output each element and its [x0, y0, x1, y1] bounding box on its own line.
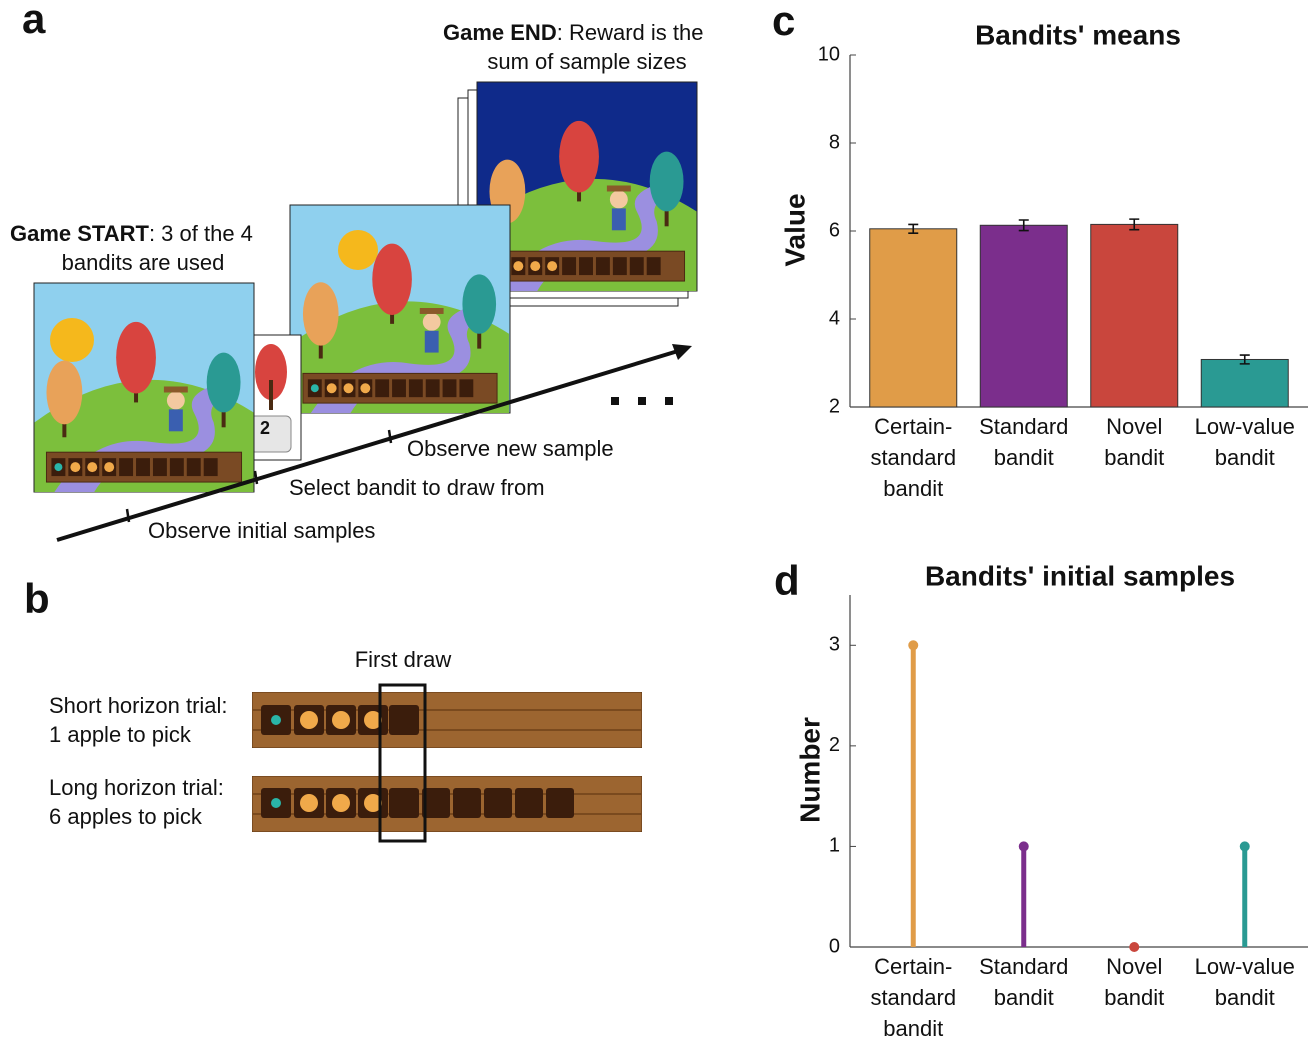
game-end-caption: Game END: Reward is the: [443, 20, 703, 45]
y-axis-label: Number: [794, 717, 825, 823]
x-tick-label: bandit: [994, 985, 1054, 1010]
x-tick-label: Novel: [1106, 414, 1162, 439]
x-tick-label: bandit: [883, 1016, 943, 1040]
x-tick-label: Certain-: [874, 954, 952, 979]
y-tick-label: 6: [829, 219, 840, 241]
chart-title: Bandits' means: [975, 19, 1181, 50]
short-board: [252, 692, 642, 748]
y-tick-label: 2: [829, 395, 840, 417]
dot: [1018, 841, 1029, 852]
x-tick-label: Novel: [1106, 954, 1162, 979]
x-tick-label: standard: [870, 985, 956, 1010]
game-end-caption: sum of sample sizes: [487, 49, 686, 74]
bar: [1090, 223, 1179, 408]
y-tick-label: 1: [829, 835, 840, 857]
x-tick-label: Low-value: [1195, 414, 1295, 439]
y-tick-label: 3: [829, 634, 840, 656]
game-start-caption: bandits are used: [62, 250, 225, 275]
trial-label: Short horizon trial:: [49, 693, 228, 718]
first-draw-box: [378, 683, 427, 843]
screen-1: [33, 282, 255, 493]
trial-label: Long horizon trial:: [49, 775, 224, 800]
dot: [1129, 942, 1140, 952]
first-draw-label: First draw: [355, 647, 452, 672]
bar: [869, 228, 958, 408]
step-label: Observe new sample: [407, 436, 614, 461]
x-tick-label: standard: [870, 445, 956, 470]
step-label: Select bandit to draw from: [289, 475, 545, 500]
x-tick-label: Standard: [979, 954, 1068, 979]
bar: [979, 224, 1068, 408]
trial-label: 6 apples to pick: [49, 804, 203, 829]
y-tick-label: 8: [829, 131, 840, 153]
long-board: [252, 776, 642, 832]
screen-2: [289, 204, 511, 414]
x-tick-label: Standard: [979, 414, 1068, 439]
step-label: Observe initial samples: [148, 518, 375, 543]
x-tick-label: Low-value: [1195, 954, 1295, 979]
x-tick-label: bandit: [994, 445, 1054, 470]
y-tick-label: 4: [829, 307, 840, 329]
trial-label: 1 apple to pick: [49, 722, 192, 747]
y-tick-label: 10: [818, 43, 840, 65]
panel-label: d: [774, 557, 800, 604]
chart-title: Bandits' initial samples: [925, 560, 1235, 591]
key-label: 2: [260, 418, 270, 438]
panel-label: b: [24, 575, 50, 622]
x-tick-label: bandit: [1104, 445, 1164, 470]
error-bar: [1239, 354, 1250, 365]
y-tick-label: 0: [829, 935, 840, 957]
y-axis-label: Value: [779, 193, 810, 266]
dot: [908, 640, 919, 651]
ellipsis: [611, 397, 673, 405]
error-bar: [1129, 218, 1140, 231]
x-tick-label: Certain-: [874, 414, 952, 439]
error-bar: [908, 223, 919, 234]
game-start-caption: Game START: 3 of the 4: [10, 221, 253, 246]
y-tick-label: 2: [829, 734, 840, 756]
x-tick-label: bandit: [1104, 985, 1164, 1010]
timeline: [56, 344, 692, 542]
bar: [1200, 358, 1289, 408]
x-tick-label: bandit: [1215, 985, 1275, 1010]
panel-label: c: [772, 0, 795, 44]
x-tick-label: bandit: [883, 476, 943, 501]
error-bar: [1018, 219, 1029, 232]
dot: [1239, 841, 1250, 852]
panel-label: a: [22, 0, 46, 42]
x-tick-label: bandit: [1215, 445, 1275, 470]
